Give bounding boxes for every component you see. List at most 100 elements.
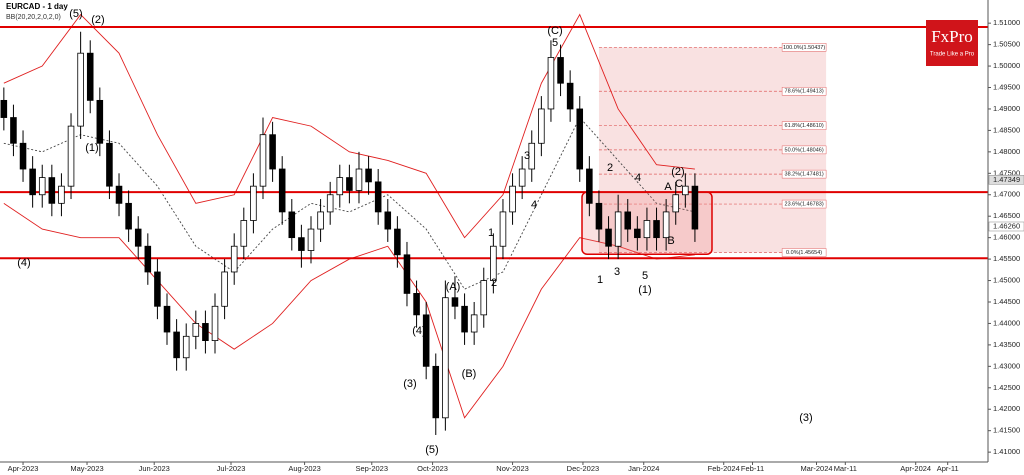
wave-label: (3) bbox=[799, 412, 812, 424]
wave-label: A bbox=[664, 181, 672, 193]
x-tick-label: May-2023 bbox=[70, 464, 103, 473]
candle-body bbox=[461, 305, 468, 333]
candle-body bbox=[221, 271, 228, 307]
x-tick-label: Jul-2023 bbox=[217, 464, 246, 473]
candle-body bbox=[86, 52, 94, 101]
candle-body bbox=[442, 297, 449, 419]
wave-label: (1) bbox=[85, 142, 98, 154]
y-tick-label: 1.47000 bbox=[993, 190, 1020, 199]
fib-label-box bbox=[781, 121, 827, 130]
candle-body bbox=[432, 365, 440, 419]
logo-box bbox=[926, 20, 978, 66]
x-tick-label: Jun-2023 bbox=[139, 464, 170, 473]
candle-body bbox=[326, 194, 334, 213]
wave-label: 5 bbox=[642, 270, 648, 282]
wave-label: (2) bbox=[91, 14, 104, 26]
wave-label: B bbox=[667, 235, 674, 247]
candle-body bbox=[58, 185, 65, 204]
fib-label: 61.8%(1.48610) bbox=[785, 123, 824, 129]
y-tick-label: 1.49500 bbox=[993, 82, 1020, 91]
chart-subtitle: BB(20,20,2,0,2,0) bbox=[6, 14, 61, 21]
bollinger-upper bbox=[3, 13, 695, 239]
x-tick-label: Dec-2023 bbox=[567, 464, 600, 473]
x-tick-label: Oct-2023 bbox=[417, 464, 448, 473]
wave-label: 1 bbox=[597, 274, 603, 286]
candle-body bbox=[0, 99, 8, 118]
x-tick-label: Mar-11 bbox=[834, 464, 857, 473]
fib-label-box bbox=[781, 43, 827, 52]
candle-body bbox=[547, 57, 555, 110]
candle-body bbox=[595, 202, 603, 230]
wave-label: (2) bbox=[671, 166, 684, 178]
candle-body bbox=[259, 134, 267, 187]
fib-label-box bbox=[781, 86, 827, 96]
candle-body bbox=[288, 211, 296, 239]
logo-name: FxPro bbox=[931, 27, 973, 46]
candle-body bbox=[576, 108, 584, 170]
candle-body bbox=[346, 177, 353, 191]
candle-body bbox=[307, 228, 315, 251]
fib-label: 23.6%(1.46783) bbox=[785, 202, 824, 208]
wave-label: (5) bbox=[425, 444, 438, 456]
candle-body bbox=[470, 314, 478, 333]
y-tick-label: 1.51000 bbox=[993, 18, 1020, 27]
candle-body bbox=[634, 228, 641, 239]
fib-label-box bbox=[781, 199, 827, 209]
candle-body bbox=[605, 228, 612, 247]
wave-label: 2 bbox=[607, 162, 613, 174]
candle-body bbox=[586, 168, 593, 204]
y-tick-label: 1.45000 bbox=[993, 276, 1020, 285]
candle-body bbox=[394, 228, 401, 256]
candle-body bbox=[19, 142, 27, 170]
candle-body bbox=[298, 237, 305, 251]
logo-tagline: Trade Like a Pro bbox=[930, 52, 975, 58]
y-tick-label: 1.50500 bbox=[993, 40, 1020, 49]
wave-label: (4) bbox=[412, 325, 425, 337]
candle-body bbox=[518, 168, 526, 187]
x-tick-label: Aug-2023 bbox=[288, 464, 321, 473]
x-tick-label: Sep-2023 bbox=[356, 464, 389, 473]
x-tick-label: Feb-11 bbox=[741, 464, 764, 473]
candle-body bbox=[106, 142, 113, 187]
y-tick-label: 1.46500 bbox=[993, 211, 1020, 220]
wave-label: 2 bbox=[491, 277, 497, 289]
candle-body bbox=[451, 297, 459, 307]
candle-body bbox=[211, 305, 219, 342]
y-tick-label: 1.43500 bbox=[993, 340, 1020, 349]
y-tick-label: 1.41500 bbox=[993, 426, 1020, 435]
price-tag: 1.47349 bbox=[993, 175, 1020, 184]
x-tick-label: Apr-2024 bbox=[900, 464, 931, 473]
candle-body bbox=[67, 125, 75, 187]
y-tick-label: 1.44000 bbox=[993, 318, 1020, 327]
wave-label: C bbox=[675, 178, 683, 190]
price-tag: 1.46260 bbox=[993, 221, 1020, 230]
x-tick-label: Feb-2024 bbox=[708, 464, 740, 473]
candle-body bbox=[10, 117, 17, 144]
candle-body bbox=[682, 185, 689, 196]
y-tick-label: 1.50000 bbox=[993, 61, 1020, 70]
y-tick-label: 1.48000 bbox=[993, 147, 1020, 156]
candle-body bbox=[557, 57, 564, 84]
y-tick-label: 1.45500 bbox=[993, 254, 1020, 263]
wave-label: (B) bbox=[462, 368, 477, 380]
candle-body bbox=[202, 323, 209, 342]
candle-body bbox=[278, 168, 286, 213]
wave-label: (5) bbox=[69, 8, 82, 20]
candle-body bbox=[365, 168, 372, 183]
candle-body bbox=[192, 323, 200, 337]
candle-body bbox=[173, 331, 180, 359]
candle-body bbox=[566, 82, 574, 110]
candle-body bbox=[240, 220, 248, 247]
candle-body bbox=[144, 245, 152, 273]
y-tick-label: 1.48500 bbox=[993, 125, 1020, 134]
candle-body bbox=[38, 177, 46, 196]
candle-body bbox=[672, 194, 680, 213]
candle-body bbox=[182, 335, 190, 359]
x-tick-label: Jan-2024 bbox=[628, 464, 659, 473]
candle-body bbox=[250, 185, 257, 221]
candle-body bbox=[528, 142, 536, 170]
wave-label: 5 bbox=[552, 37, 558, 49]
wave-label: (1) bbox=[638, 284, 651, 296]
fib-label: 50.0%(1.48046) bbox=[785, 147, 824, 153]
